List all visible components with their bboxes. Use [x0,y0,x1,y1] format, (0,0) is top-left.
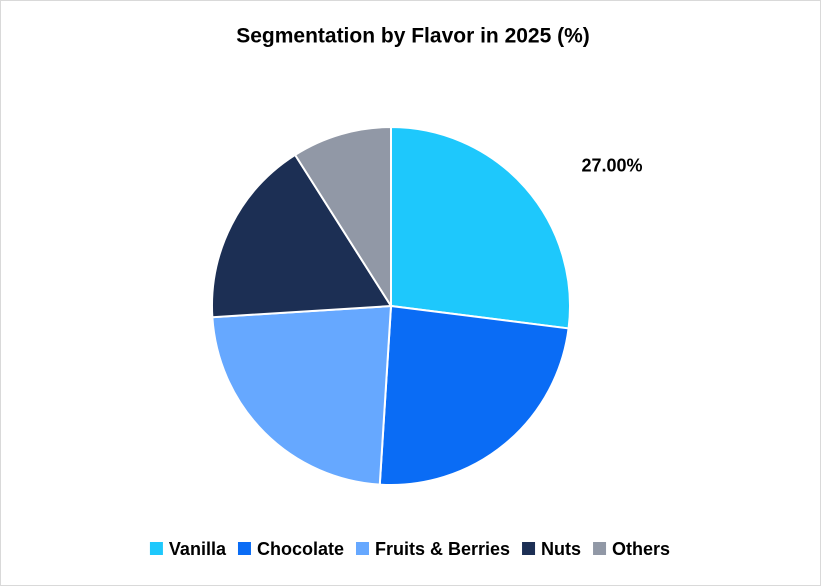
pie-slice [293,125,392,310]
pie-slice [211,304,393,486]
legend-swatch [593,542,607,555]
chart-title: Segmentation by Flavor in 2025 (%) [236,25,590,48]
legend-swatch [522,542,536,555]
pie-slice [378,304,570,486]
legend-text: Others [612,539,670,559]
pie-slice [211,153,393,319]
legend-text: Chocolate [257,539,344,559]
legend-text: Nuts [541,539,581,559]
legend-swatch [149,542,163,555]
legend-swatch [355,542,369,555]
legend-text: Vanilla [169,539,227,559]
value-label: 27.00% [581,155,642,175]
legend-swatch [237,542,251,555]
pie-slice [390,125,571,330]
legend-text: Fruits & Berries [375,539,510,559]
